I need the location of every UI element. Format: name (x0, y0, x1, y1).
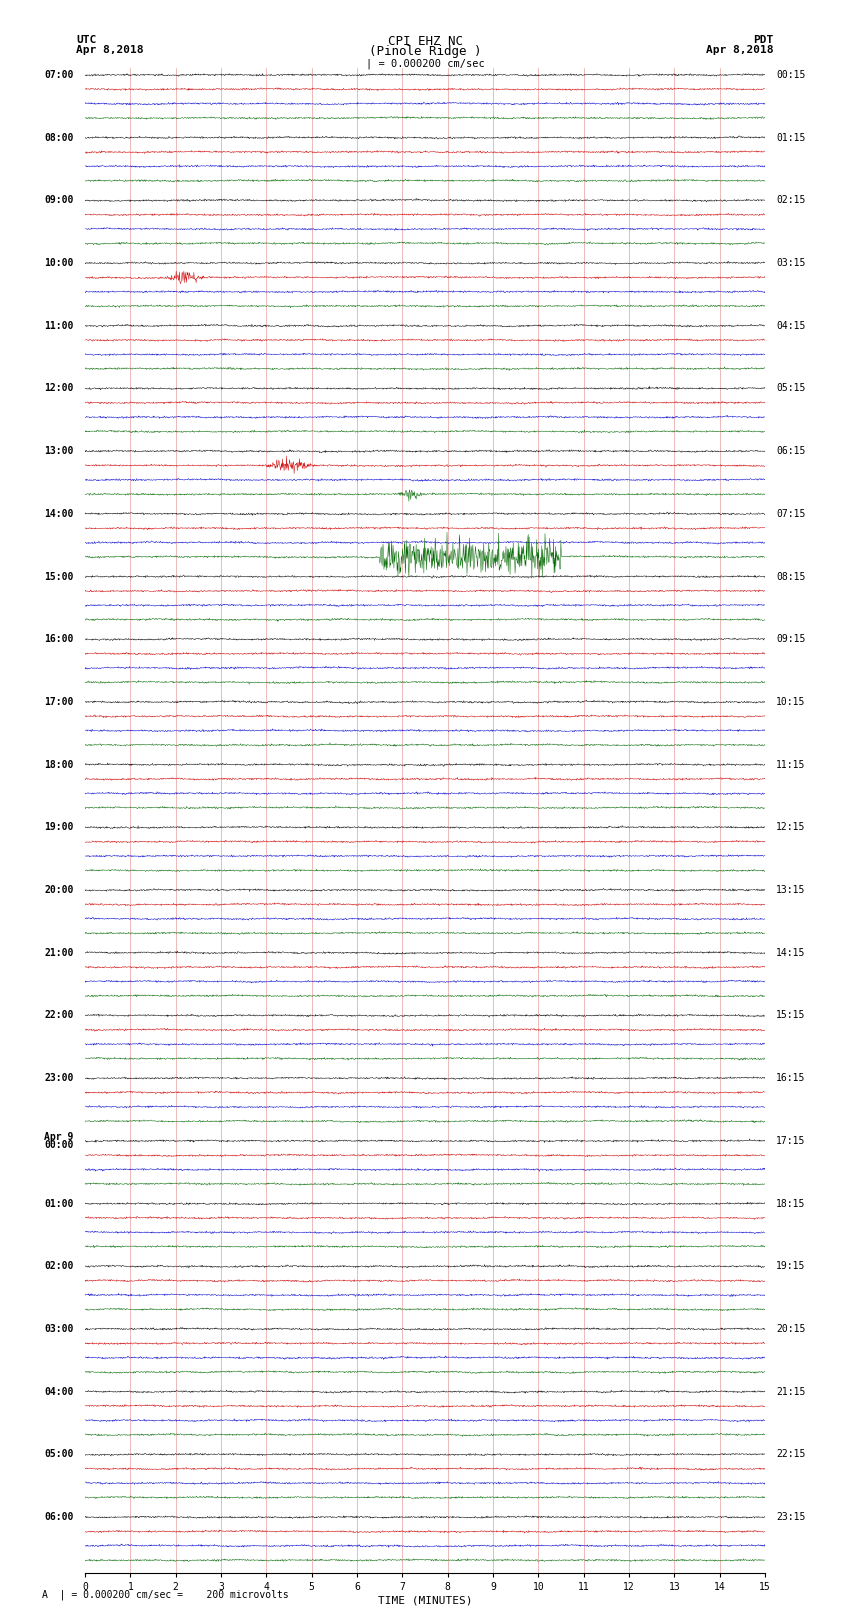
Text: 17:15: 17:15 (776, 1136, 806, 1145)
Text: 17:00: 17:00 (44, 697, 74, 706)
Text: PDT: PDT (753, 35, 774, 45)
Text: 15:15: 15:15 (776, 1010, 806, 1021)
Text: 21:00: 21:00 (44, 948, 74, 958)
Text: 16:15: 16:15 (776, 1073, 806, 1084)
Text: 03:15: 03:15 (776, 258, 806, 268)
Text: 14:15: 14:15 (776, 948, 806, 958)
Text: 03:00: 03:00 (44, 1324, 74, 1334)
Text: 20:00: 20:00 (44, 886, 74, 895)
Text: 22:00: 22:00 (44, 1010, 74, 1021)
Text: Apr 9: Apr 9 (44, 1132, 74, 1142)
Text: 05:00: 05:00 (44, 1450, 74, 1460)
Text: 06:15: 06:15 (776, 447, 806, 456)
Text: 13:00: 13:00 (44, 447, 74, 456)
Text: Apr 8,2018: Apr 8,2018 (76, 45, 144, 55)
Text: 10:00: 10:00 (44, 258, 74, 268)
Text: 23:00: 23:00 (44, 1073, 74, 1084)
Text: 16:00: 16:00 (44, 634, 74, 644)
Text: 07:00: 07:00 (44, 69, 74, 81)
Text: 20:15: 20:15 (776, 1324, 806, 1334)
Text: 07:15: 07:15 (776, 508, 806, 519)
Text: 13:15: 13:15 (776, 886, 806, 895)
Text: 01:00: 01:00 (44, 1198, 74, 1208)
Text: 09:00: 09:00 (44, 195, 74, 205)
Text: 19:15: 19:15 (776, 1261, 806, 1271)
Text: 23:15: 23:15 (776, 1511, 806, 1523)
Text: 09:15: 09:15 (776, 634, 806, 644)
Text: 10:15: 10:15 (776, 697, 806, 706)
Text: 08:15: 08:15 (776, 571, 806, 582)
Text: 02:15: 02:15 (776, 195, 806, 205)
Text: 01:15: 01:15 (776, 132, 806, 142)
Text: 12:15: 12:15 (776, 823, 806, 832)
Text: 22:15: 22:15 (776, 1450, 806, 1460)
Text: 04:15: 04:15 (776, 321, 806, 331)
Text: 14:00: 14:00 (44, 508, 74, 519)
X-axis label: TIME (MINUTES): TIME (MINUTES) (377, 1595, 473, 1607)
Text: 18:00: 18:00 (44, 760, 74, 769)
Text: 00:00: 00:00 (44, 1140, 74, 1150)
Text: 18:15: 18:15 (776, 1198, 806, 1208)
Text: 05:15: 05:15 (776, 384, 806, 394)
Text: (Pinole Ridge ): (Pinole Ridge ) (369, 45, 481, 58)
Text: 06:00: 06:00 (44, 1511, 74, 1523)
Text: 11:00: 11:00 (44, 321, 74, 331)
Text: 15:00: 15:00 (44, 571, 74, 582)
Text: A  | = 0.000200 cm/sec =    200 microvolts: A | = 0.000200 cm/sec = 200 microvolts (42, 1589, 289, 1600)
Text: 19:00: 19:00 (44, 823, 74, 832)
Text: Apr 8,2018: Apr 8,2018 (706, 45, 774, 55)
Text: 08:00: 08:00 (44, 132, 74, 142)
Text: UTC: UTC (76, 35, 97, 45)
Text: CPI EHZ NC: CPI EHZ NC (388, 35, 462, 48)
Text: 04:00: 04:00 (44, 1387, 74, 1397)
Text: 21:15: 21:15 (776, 1387, 806, 1397)
Text: 00:15: 00:15 (776, 69, 806, 81)
Text: 02:00: 02:00 (44, 1261, 74, 1271)
Text: 12:00: 12:00 (44, 384, 74, 394)
Text: | = 0.000200 cm/sec: | = 0.000200 cm/sec (366, 58, 484, 69)
Text: 11:15: 11:15 (776, 760, 806, 769)
